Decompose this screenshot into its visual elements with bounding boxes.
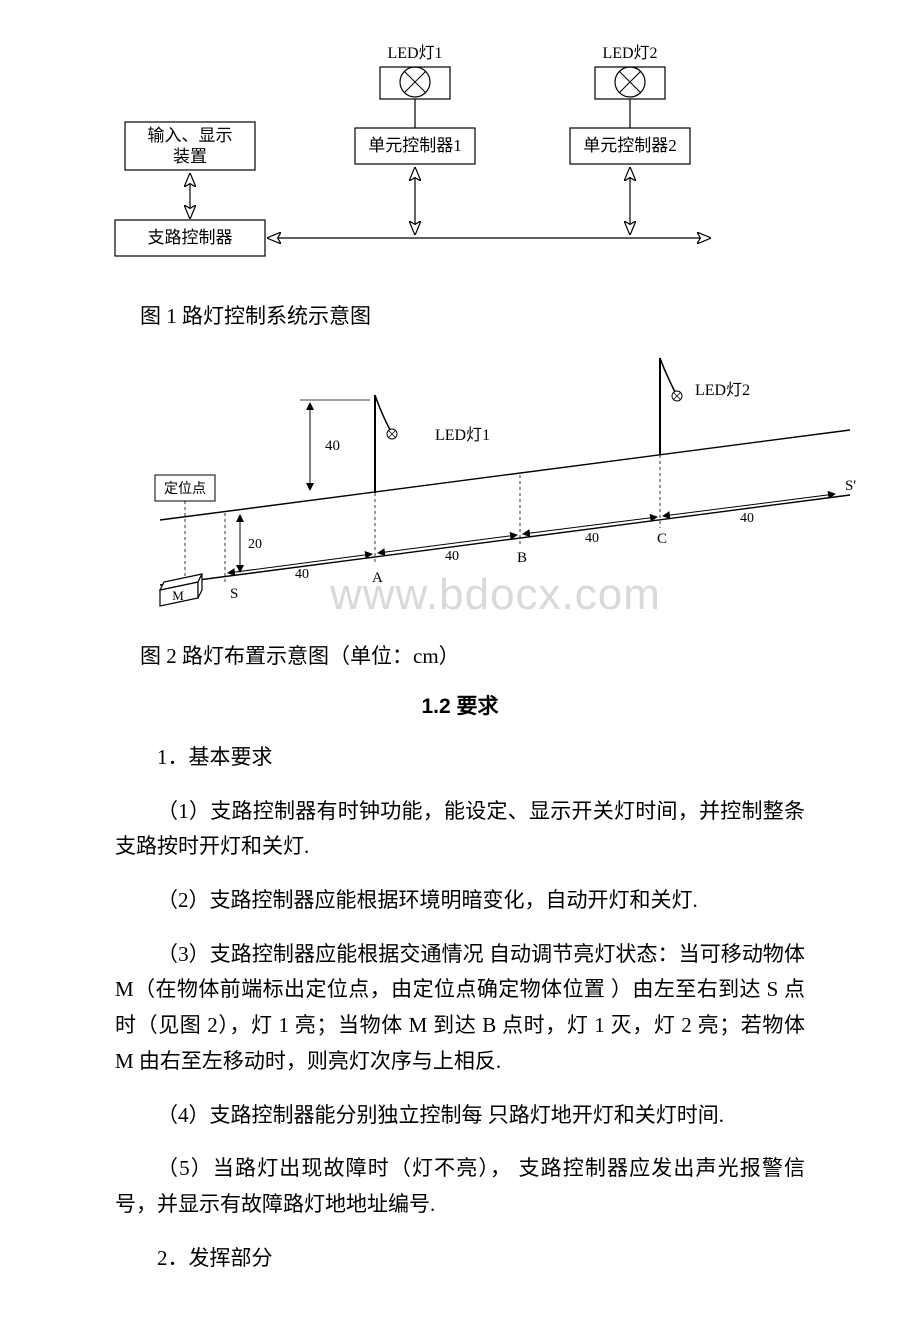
svg-text:40: 40 — [585, 531, 599, 546]
fig1-unit2: 单元控制器2 — [583, 136, 677, 155]
heading-basic-req: 1．基本要求 — [115, 740, 805, 776]
para-req-2: （2）支路控制器应能根据环境明暗变化，自动开灯和关灯. — [115, 883, 805, 919]
para-req-5: （5）当路灯出现故障时（灯不亮）， 支路控制器应发出声光报警信号，并显示有故障路… — [115, 1151, 805, 1222]
fig2-A: A — [372, 570, 383, 586]
para-req-4: （4）支路控制器能分别独立控制每 只路灯地开灯和关灯时间. — [115, 1098, 805, 1134]
figure2-diagram: www.bdocx.com LED灯1 — [100, 350, 860, 630]
fig1-io-line1: 输入、显示 — [148, 126, 233, 145]
figure1-caption: 图 1 路灯控制系统示意图 — [140, 300, 920, 330]
fig2-led2: LED灯2 — [695, 381, 750, 399]
fig2-C: C — [657, 531, 667, 547]
fig2-B: B — [517, 550, 527, 566]
svg-text:40: 40 — [740, 511, 754, 526]
figure1-diagram: LED灯1 LED灯2 单元控制器1 单元控制器2 输入、显示 装置 — [110, 40, 810, 290]
fig2-S: S — [230, 586, 238, 602]
fig2-M: M — [172, 588, 184, 603]
para-req-3: （3）支路控制器应能根据交通情况 自动调节亮灯状态：当可移动物体 M（在物体前端… — [115, 937, 805, 1080]
fig2-led1: LED灯1 — [435, 426, 490, 444]
fig2-pole1-height: 40 — [325, 438, 340, 454]
fig1-unit1: 单元控制器1 — [368, 136, 462, 155]
fig1-branch: 支路控制器 — [148, 228, 233, 247]
svg-text:40: 40 — [295, 567, 309, 582]
section-1-2-title: 1.2 要求 — [0, 690, 920, 720]
fig1-io-line2: 装置 — [173, 147, 207, 166]
heading-extended: 2．发挥部分 — [115, 1241, 805, 1277]
fig1-led1-label: LED灯1 — [387, 44, 442, 62]
fig2-Sprime: S' — [845, 478, 856, 494]
figure2-caption: 图 2 路灯布置示意图（单位：cm） — [140, 640, 920, 670]
para-req-1: （1）支路控制器有时钟功能，能设定、显示开关灯时间，并控制整条支路按时开灯和关灯… — [115, 794, 805, 865]
fig2-anchor: 定位点 — [164, 481, 206, 497]
fig2-width: 20 — [248, 537, 262, 552]
svg-text:40: 40 — [445, 549, 459, 564]
fig1-led2-label: LED灯2 — [602, 44, 657, 62]
